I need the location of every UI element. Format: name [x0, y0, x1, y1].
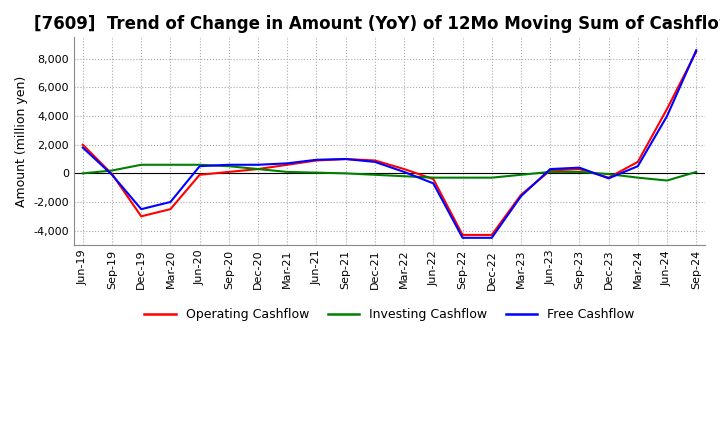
Title: [7609]  Trend of Change in Amount (YoY) of 12Mo Moving Sum of Cashflows: [7609] Trend of Change in Amount (YoY) o…	[35, 15, 720, 33]
Legend: Operating Cashflow, Investing Cashflow, Free Cashflow: Operating Cashflow, Investing Cashflow, …	[140, 303, 639, 326]
Y-axis label: Amount (million yen): Amount (million yen)	[15, 76, 28, 207]
